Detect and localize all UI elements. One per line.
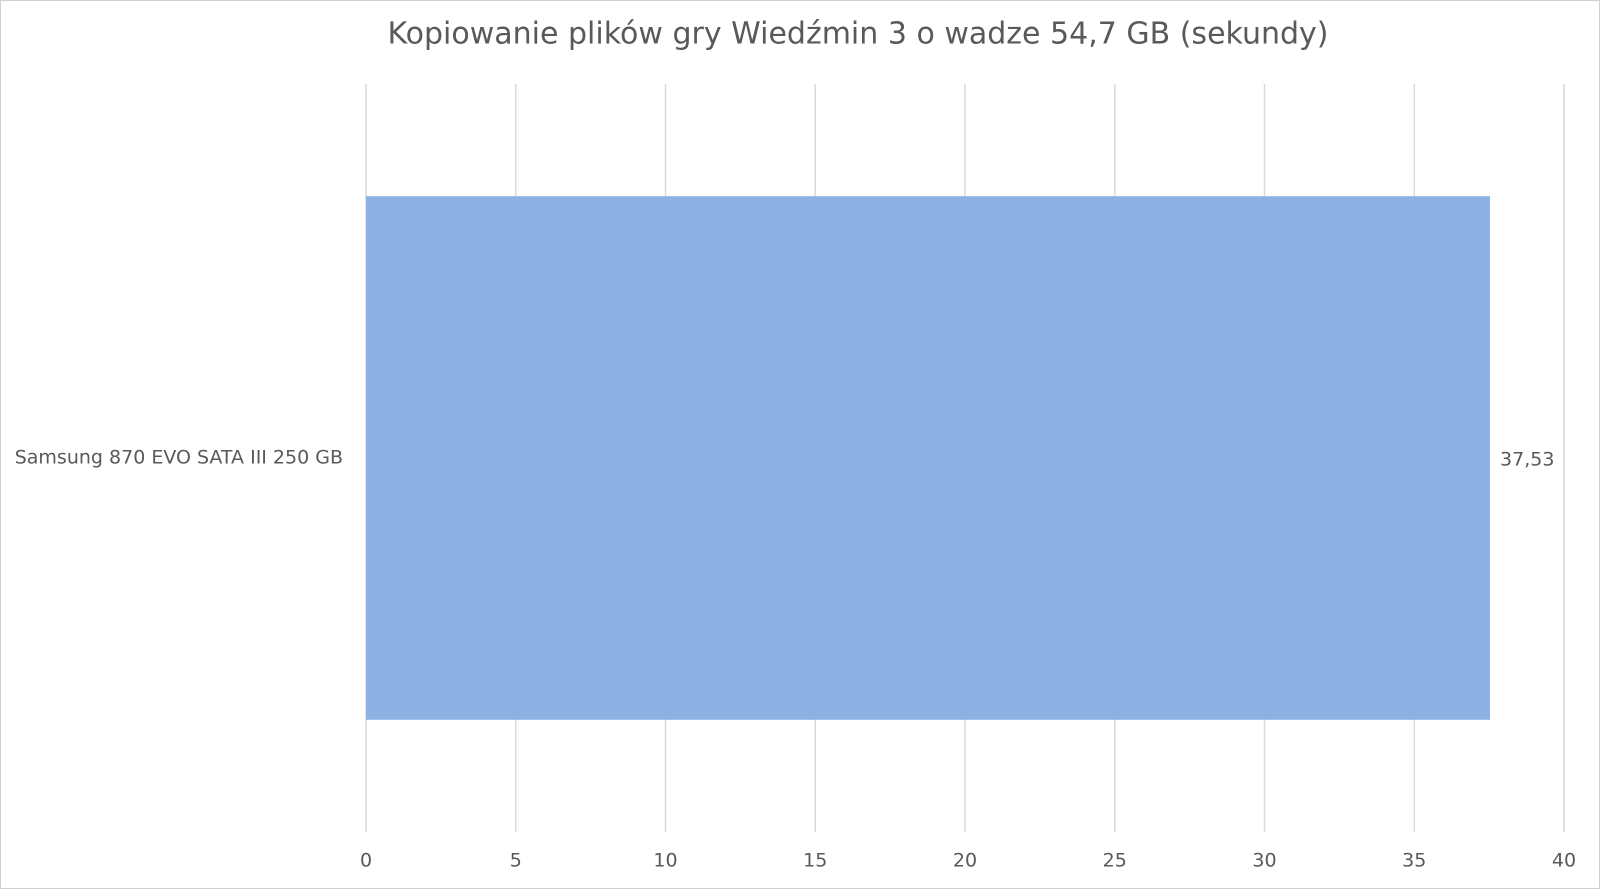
x-tick-label: 25 xyxy=(1103,850,1127,872)
x-tick-label: 35 xyxy=(1402,850,1426,872)
x-tick-label: 30 xyxy=(1252,850,1276,872)
x-tick-label: 5 xyxy=(510,850,522,872)
x-tick-label: 40 xyxy=(1552,850,1576,872)
chart-title: Kopiowanie plików gry Wiedźmin 3 o wadze… xyxy=(387,17,1328,52)
y-tick-label: Samsung 870 EVO SATA III 250 GB xyxy=(15,447,343,469)
value-label: 37,53 xyxy=(1500,449,1554,471)
x-tick-label: 10 xyxy=(653,850,677,872)
x-tick-label: 15 xyxy=(803,850,827,872)
x-tick-label: 20 xyxy=(953,850,977,872)
bar xyxy=(366,196,1491,720)
x-tick-label: 0 xyxy=(360,850,372,872)
